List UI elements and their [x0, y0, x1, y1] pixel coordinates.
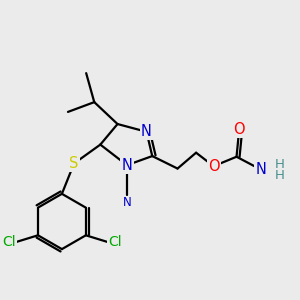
Text: N: N: [123, 196, 131, 209]
Text: N: N: [255, 162, 266, 177]
Text: O: O: [233, 122, 245, 136]
Text: Cl: Cl: [108, 235, 122, 249]
Text: N: N: [122, 158, 132, 173]
Text: N: N: [141, 124, 152, 139]
Text: S: S: [69, 156, 79, 171]
Text: O: O: [208, 159, 219, 174]
Text: Cl: Cl: [2, 235, 15, 249]
Text: H: H: [274, 169, 284, 182]
Text: H: H: [274, 158, 284, 171]
